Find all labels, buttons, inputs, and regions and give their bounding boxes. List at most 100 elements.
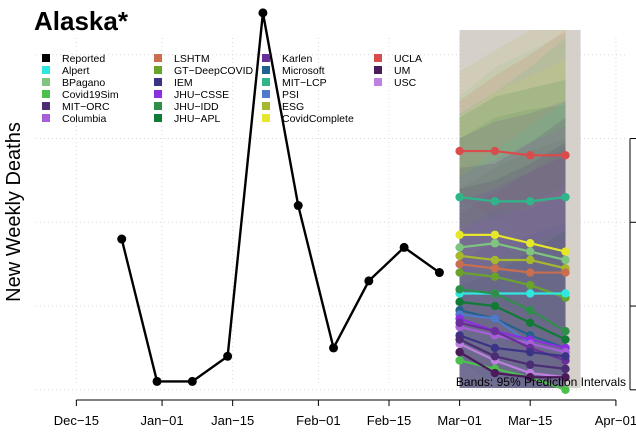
series-point-lshtm: [490, 264, 500, 273]
reported-point: [329, 343, 339, 353]
series-point-karlen: [455, 318, 464, 327]
series-point-gt-deepcovid: [490, 272, 500, 281]
series-line-iem: [459, 334, 566, 358]
series-point-covidcomplete: [561, 247, 570, 256]
legend-label-reported: Reported: [62, 53, 105, 65]
series-point-um: [525, 373, 535, 382]
series-point-jhu-apl: [561, 335, 570, 344]
band-bpagano: [459, 33, 566, 388]
series-point-ucla: [490, 146, 500, 156]
series-point-um: [490, 368, 500, 378]
series-line-gt-deepcovid: [459, 271, 566, 299]
legend-swatch-gt-deepcovid: [154, 66, 162, 74]
series-point-mit-lcp: [455, 192, 464, 202]
bands-note: Bands: 95% Prediction Intervals: [456, 375, 626, 389]
series-point-um: [455, 347, 464, 357]
reported-point: [223, 351, 233, 361]
reported-clip-group: [120, 12, 441, 383]
series-point-lshtm: [561, 268, 570, 277]
legend-label-covid19sim: Covid19Sim: [62, 89, 119, 101]
series-point-mit-orc: [455, 335, 464, 344]
series-line-bpagano: [459, 242, 566, 262]
series-point-gt-deepcovid: [455, 268, 464, 277]
series-point-jhu-idd: [455, 285, 464, 294]
series-point-covid19sim: [561, 385, 570, 395]
reported-line: [120, 12, 441, 383]
legend-label-jhu-idd: JHU−IDD: [174, 101, 219, 113]
series-point-covidcomplete: [490, 230, 500, 240]
series-point-iem: [561, 352, 570, 361]
series-line-mit-lcp: [459, 196, 566, 203]
legend-swatch-covid19sim: [42, 90, 50, 98]
series-point-mit-lcp: [561, 192, 570, 202]
series-line-ucla: [459, 149, 566, 157]
series-point-psi: [490, 314, 500, 323]
series-point-esg: [455, 251, 464, 260]
reported-point: [187, 376, 197, 386]
x-tick-label: Dec−15: [54, 413, 99, 428]
band-jhu−apl: [459, 79, 566, 388]
series-point-um: [561, 373, 570, 382]
legend-label-lshtm: LSHTM: [174, 53, 210, 65]
series-point-mit-orc: [490, 352, 500, 361]
series-point-bpagano: [490, 239, 500, 248]
reported-point: [399, 242, 409, 252]
series-point-jhu-apl: [490, 301, 500, 311]
x-tick-label: Feb−15: [367, 413, 411, 428]
legend-swatch-microsoft: [262, 66, 270, 74]
x-tick-label: Mar−15: [508, 413, 552, 428]
x-tick-label: Jan−15: [211, 413, 254, 428]
series-point-mit-orc: [561, 364, 570, 374]
legend: ReportedAlpertBPaganoCovid19SimMIT−ORCCo…: [42, 53, 422, 125]
reported-point: [152, 376, 162, 386]
legend-swatch-um: [374, 66, 382, 74]
legend-swatch-bpagano: [42, 78, 50, 86]
legend-label-esg: ESG: [282, 101, 304, 113]
series-point-mit-lcp: [490, 197, 500, 206]
reported-point: [364, 276, 374, 286]
series-point-bpagano: [561, 255, 570, 265]
chart-title: Alaska*: [34, 6, 129, 36]
reported-point: [117, 234, 127, 244]
series-point-covid19sim: [455, 356, 464, 365]
series-point-mit-orc: [525, 360, 535, 369]
series-line-lshtm: [459, 263, 566, 274]
legend-swatch-usc: [374, 78, 382, 86]
x-tick-label: Mar−01: [437, 413, 481, 428]
legend-label-mit-lcp: MIT−LCP: [282, 77, 327, 89]
series-line-jhu-idd: [459, 288, 567, 333]
series-point-jhu-idd: [525, 306, 535, 315]
series-point-iem: [490, 343, 500, 353]
legend-label-usc: USC: [394, 77, 417, 89]
legend-label-gt-deepcovid: GT−DeepCOVID: [174, 65, 253, 77]
series-line-mit-orc: [459, 338, 566, 370]
legend-label-microsoft: Microsoft: [282, 65, 325, 77]
legend-label-alpert: Alpert: [62, 65, 90, 77]
legend-swatch-esg: [262, 102, 270, 110]
legend-swatch-alpert: [42, 66, 50, 74]
series-point-karlen: [490, 326, 500, 336]
series-line-um: [459, 351, 566, 379]
forecast-series: [455, 146, 570, 395]
legend-swatch-ucla: [374, 54, 382, 62]
series-point-bpagano: [525, 247, 535, 256]
legend-swatch-reported: [42, 54, 50, 62]
legend-label-columbia: Columbia: [62, 113, 107, 125]
legend-swatch-psi: [262, 90, 270, 98]
legend-label-bpagano: BPagano: [62, 77, 105, 89]
y-axis-label: New Weekly Deaths: [3, 122, 25, 302]
series-point-ucla: [561, 151, 570, 160]
series-point-jhu-apl: [525, 318, 535, 327]
legend-swatch-covidcomplete: [262, 114, 270, 122]
legend-swatch-iem: [154, 78, 162, 86]
x-tick-label: Apr−01: [595, 413, 636, 428]
series-point-esg: [525, 255, 535, 265]
legend-swatch-mit-lcp: [262, 78, 270, 86]
legend-label-mit-orc: MIT−ORC: [62, 101, 110, 113]
series-point-jhu-idd: [490, 289, 500, 298]
legend-swatch-mit-orc: [42, 102, 50, 110]
x-tick-label: Feb−01: [296, 413, 340, 428]
series-point-alpert: [525, 289, 535, 298]
band-um: [459, 117, 566, 388]
